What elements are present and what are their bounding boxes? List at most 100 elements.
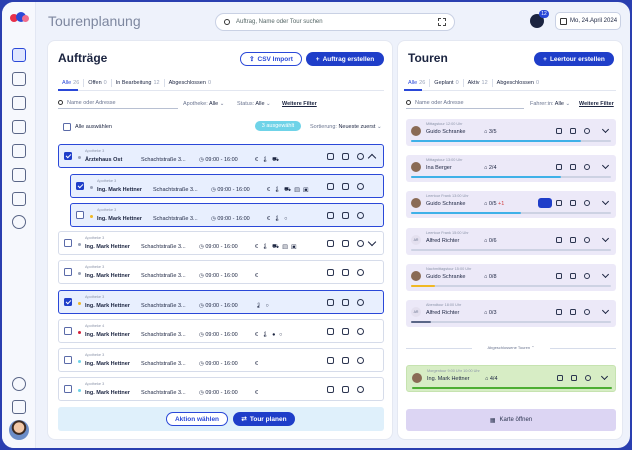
chat-icon[interactable]: [12, 215, 26, 229]
print-icon[interactable]: [327, 299, 334, 306]
route-icon[interactable]: [342, 328, 349, 335]
info-icon[interactable]: [357, 153, 364, 160]
order-row[interactable]: Apotheke 3 Ing. Mark Hettner Schachtstraße…: [58, 377, 384, 401]
storage-icon[interactable]: [12, 400, 26, 414]
row-checkbox[interactable]: [64, 152, 72, 160]
tour-card[interactable]: Nachmittagstour 15:00 Uhr Guido Schranke ⌂…: [406, 264, 616, 291]
tab-open[interactable]: Offen 0: [84, 79, 112, 87]
edit-icon[interactable]: [556, 164, 562, 170]
tab-all[interactable]: Alle 26: [404, 79, 431, 87]
edit-icon[interactable]: [556, 309, 562, 315]
edit-icon[interactable]: [557, 375, 563, 381]
order-row[interactable]: Apotheke 3 Ing. Mark Hettner Schachtstraße…: [58, 348, 384, 372]
route-icon[interactable]: [342, 299, 349, 306]
print-icon[interactable]: [571, 375, 577, 381]
chevron-down-icon[interactable]: [367, 237, 377, 247]
row-checkbox[interactable]: [64, 298, 72, 306]
select-all-checkbox[interactable]: [63, 123, 71, 131]
tour-card[interactable]: Leertour Frank 13:00 Uhr Guido Schranke ⌂ …: [406, 191, 616, 218]
order-row[interactable]: Apotheke 3 Ing. Mark Hettner Schachtstraße…: [70, 174, 384, 198]
more-filters-link[interactable]: Weitere Filter: [579, 101, 614, 107]
info-icon[interactable]: [357, 328, 364, 335]
sort-dropdown[interactable]: Sortierung: Neueste zuerst ⌄: [310, 124, 382, 130]
driver-filter[interactable]: Fahrer:in: Alle ⌄: [530, 101, 571, 107]
date-picker[interactable]: Mo, 24.April 2024: [555, 12, 621, 30]
scan-icon[interactable]: [438, 18, 446, 26]
order-search-input[interactable]: Name oder Adresse: [58, 97, 178, 109]
open-map-button[interactable]: ▦ Karte öffnen: [406, 409, 616, 431]
route-icon[interactable]: [342, 269, 349, 276]
chevron-down-icon[interactable]: [601, 270, 610, 279]
dashboard-icon[interactable]: [12, 48, 26, 62]
print-icon[interactable]: [570, 164, 576, 170]
info-icon[interactable]: [357, 386, 364, 393]
print-icon[interactable]: [327, 269, 334, 276]
chevron-down-icon[interactable]: [600, 372, 609, 381]
create-empty-tour-button[interactable]: + Leertour erstellen: [534, 52, 614, 66]
csv-import-button[interactable]: ⇪ CSV Import: [240, 52, 302, 66]
order-row[interactable]: Apotheke 3 Ing. Mark Hettner Schachtstraße…: [58, 231, 384, 255]
edit-icon[interactable]: [556, 200, 562, 206]
route-icon[interactable]: [342, 240, 349, 247]
info-icon[interactable]: [584, 273, 590, 279]
tour-search-input[interactable]: Name oder Adresse: [406, 97, 524, 109]
more-filters-link[interactable]: Weitere Filter: [282, 101, 317, 107]
print-icon[interactable]: [327, 386, 334, 393]
edit-icon[interactable]: [556, 273, 562, 279]
info-icon[interactable]: [584, 309, 590, 315]
route-icon[interactable]: [342, 357, 349, 364]
row-checkbox[interactable]: [64, 268, 72, 276]
tab-completed[interactable]: Abgeschlossen 0: [165, 79, 215, 87]
chevron-down-icon[interactable]: [601, 306, 610, 315]
order-row[interactable]: Apotheke 3 Ing. Mark Hettner Schachtstraße…: [70, 203, 384, 227]
row-checkbox[interactable]: [64, 385, 72, 393]
info-icon[interactable]: [357, 299, 364, 306]
print-icon[interactable]: [570, 128, 576, 134]
create-order-button[interactable]: + Auftrag erstellen: [306, 52, 384, 66]
tab-in-progress[interactable]: In Bearbeitung 12: [112, 79, 165, 87]
chevron-down-icon[interactable]: [601, 125, 610, 134]
info-icon[interactable]: [357, 212, 364, 219]
print-icon[interactable]: [327, 183, 334, 190]
tour-card[interactable]: AR Leertour Frank 15:00 Uhr Alfred Richter…: [406, 228, 616, 255]
info-icon[interactable]: [357, 269, 364, 276]
route-icon[interactable]: [342, 212, 349, 219]
tour-card[interactable]: AR Abendtour 18:00 Uhr Alfred Richter ⌂ 0/3: [406, 300, 616, 327]
order-row[interactable]: Apotheke 3 Ing. Mark Hettner Schachtstraße…: [58, 260, 384, 284]
info-icon[interactable]: [584, 164, 590, 170]
user-avatar[interactable]: [9, 420, 29, 440]
order-row[interactable]: Apotheke 4 Ing. Mark Hettner Schachtstraße…: [58, 319, 384, 343]
truck-icon[interactable]: [12, 120, 26, 134]
info-icon[interactable]: [357, 240, 364, 247]
pharmacy-filter[interactable]: Apotheke: Alle ⌄: [183, 101, 225, 107]
edit-icon[interactable]: [556, 128, 562, 134]
print-icon[interactable]: [327, 153, 334, 160]
chevron-down-icon[interactable]: [601, 161, 610, 170]
status-filter[interactable]: Status: Alle ⌄: [237, 101, 271, 107]
print-icon[interactable]: [327, 357, 334, 364]
print-icon[interactable]: [327, 212, 334, 219]
settings-icon[interactable]: [12, 377, 26, 391]
tour-card[interactable]: Mittagstour 12:00 Uhr Guido Schranke ⌂ 3/5: [406, 119, 616, 146]
edit-icon[interactable]: [556, 237, 562, 243]
global-search-input[interactable]: Auftrag, Name oder Tour suchen: [215, 13, 455, 31]
order-row[interactable]: Apotheke 3 Ärztehaus Ost Schachtstraße 3..…: [58, 144, 384, 168]
chevron-up-icon[interactable]: [367, 153, 377, 163]
tab-active[interactable]: Aktiv 12: [464, 79, 493, 87]
order-row[interactable]: Apotheke 3 Ing. Mark Hettner Schachtstraße…: [58, 290, 384, 314]
print-icon[interactable]: [570, 237, 576, 243]
chart-icon[interactable]: [12, 192, 26, 206]
tab-planned[interactable]: Geplant 0: [430, 79, 464, 87]
info-icon[interactable]: [584, 200, 590, 206]
box-icon[interactable]: [12, 96, 26, 110]
row-checkbox[interactable]: [76, 182, 84, 190]
chevron-down-icon[interactable]: [601, 234, 610, 243]
row-checkbox[interactable]: [64, 356, 72, 364]
tab-all[interactable]: Alle 26: [58, 79, 85, 87]
scan-icon[interactable]: [12, 144, 26, 158]
print-icon[interactable]: [327, 328, 334, 335]
route-icon[interactable]: [342, 183, 349, 190]
info-icon[interactable]: [357, 357, 364, 364]
route-icon[interactable]: [342, 386, 349, 393]
row-checkbox[interactable]: [76, 211, 84, 219]
